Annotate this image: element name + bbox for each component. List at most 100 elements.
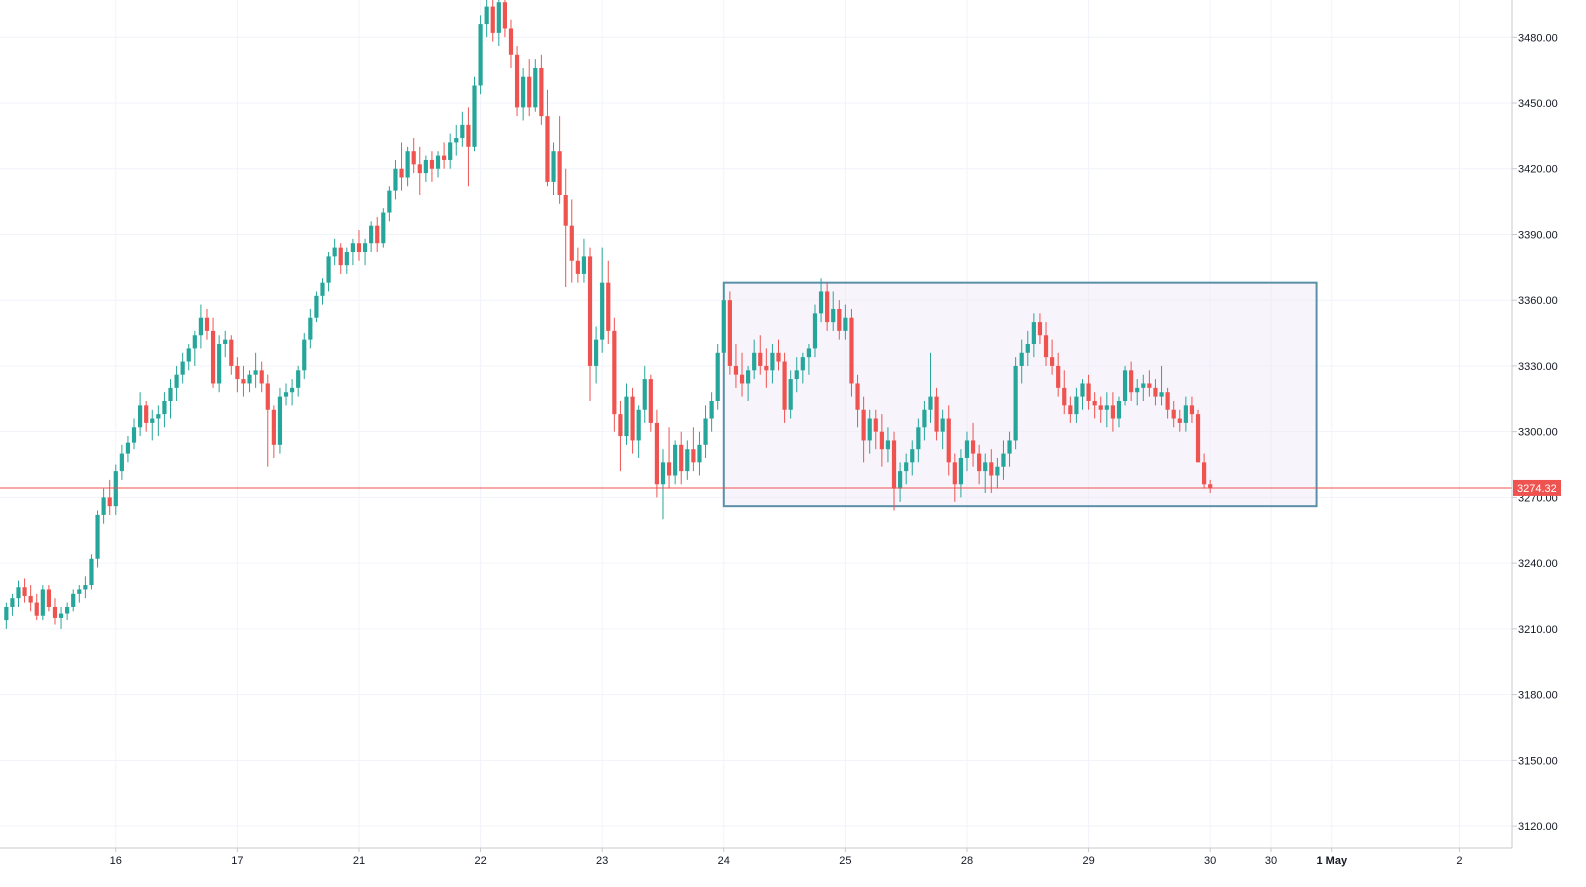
candle (1031, 313, 1036, 358)
candle-body (958, 457, 963, 485)
candle-body (788, 379, 793, 410)
candle (10, 593, 15, 616)
candle-body (350, 243, 355, 252)
x-tick-label: 2 (1456, 855, 1462, 867)
x-tick-label: 30 (1204, 855, 1216, 867)
candle (162, 392, 167, 428)
candle-body (569, 225, 574, 261)
x-axis[interactable]: 16 17 21 22 23 24 25 28 29 30 30 1 May 2 (0, 847, 1512, 867)
candle (40, 585, 45, 621)
candle-body (977, 453, 982, 472)
candle-body (727, 300, 732, 366)
candle (739, 352, 745, 397)
candle (782, 352, 787, 423)
candle-body (210, 330, 216, 384)
candle-body (806, 348, 811, 358)
candle-body (156, 414, 161, 419)
candle-body (508, 28, 514, 55)
candle (1129, 361, 1134, 401)
candle-body (1141, 383, 1146, 388)
candle (144, 400, 149, 432)
candle (831, 291, 836, 331)
candle (508, 19, 514, 68)
candle-body (1202, 462, 1207, 485)
candle-body (204, 317, 210, 331)
candle (174, 365, 179, 401)
candle-body (290, 387, 295, 393)
candle-body (715, 352, 720, 401)
candle-body (873, 418, 878, 432)
x-tick-label: 17 (231, 855, 243, 867)
candle (1098, 396, 1103, 423)
candle (806, 344, 811, 375)
candle (1013, 357, 1018, 450)
candle (387, 186, 392, 222)
candle (332, 238, 337, 266)
candle (472, 76, 477, 152)
candle (922, 400, 927, 441)
candle (1080, 379, 1085, 410)
consolidation-box[interactable] (722, 281, 1318, 508)
candle (1159, 365, 1164, 406)
candle-body (442, 155, 447, 160)
candle (916, 418, 921, 463)
candle-body (703, 418, 708, 445)
candle (660, 449, 666, 520)
candle (223, 330, 228, 358)
candle-body (1122, 370, 1128, 401)
candle (1050, 339, 1055, 375)
candle-body (654, 422, 659, 485)
candle (484, 0, 489, 38)
candle (271, 405, 276, 458)
candle-body (247, 374, 252, 384)
candle (685, 440, 690, 480)
candle-body (1098, 405, 1103, 410)
y-axis[interactable]: 3120.003150.003180.003210.003240.003270.… (1511, 0, 1561, 848)
candle-body (192, 335, 197, 349)
candle-body (198, 317, 203, 336)
candle (344, 247, 349, 274)
candle-body (1183, 405, 1188, 423)
y-tick-label: 3450.00 (1518, 98, 1558, 110)
candle (648, 374, 653, 432)
candle-body (581, 256, 587, 274)
candle (399, 142, 404, 191)
candle (867, 409, 872, 454)
candle-body (58, 613, 64, 618)
candle (1110, 392, 1115, 432)
candle-body (1135, 387, 1140, 393)
current-price-tag: 3274.32 (1513, 479, 1561, 496)
candle (818, 278, 824, 323)
x-tick-label: 21 (353, 855, 365, 867)
candle (369, 221, 374, 252)
candle (210, 317, 216, 388)
candle (1135, 379, 1140, 406)
candle-body (752, 352, 757, 371)
candle (1153, 379, 1158, 406)
candle-body (545, 116, 550, 182)
candle-body (1031, 322, 1036, 345)
candle (946, 405, 951, 476)
candle-body (843, 317, 848, 331)
candle-body (356, 243, 362, 252)
candle-body (65, 606, 70, 614)
candle (95, 510, 100, 568)
candle (1025, 330, 1030, 366)
candle-body (502, 2, 507, 29)
candle (283, 383, 289, 406)
candle-body (435, 155, 441, 169)
candle-body (466, 124, 471, 147)
candle-body (1050, 357, 1055, 366)
candle (478, 15, 483, 95)
candle-body (332, 247, 337, 257)
candle-body (417, 164, 422, 174)
candle (265, 374, 270, 467)
y-tick-label: 3210.00 (1518, 624, 1558, 636)
y-tick-label: 3330.00 (1518, 361, 1558, 373)
consolidation-box-layer[interactable] (722, 281, 1318, 508)
candle (636, 405, 641, 458)
candle-body (679, 444, 684, 472)
candle-body (399, 168, 404, 178)
